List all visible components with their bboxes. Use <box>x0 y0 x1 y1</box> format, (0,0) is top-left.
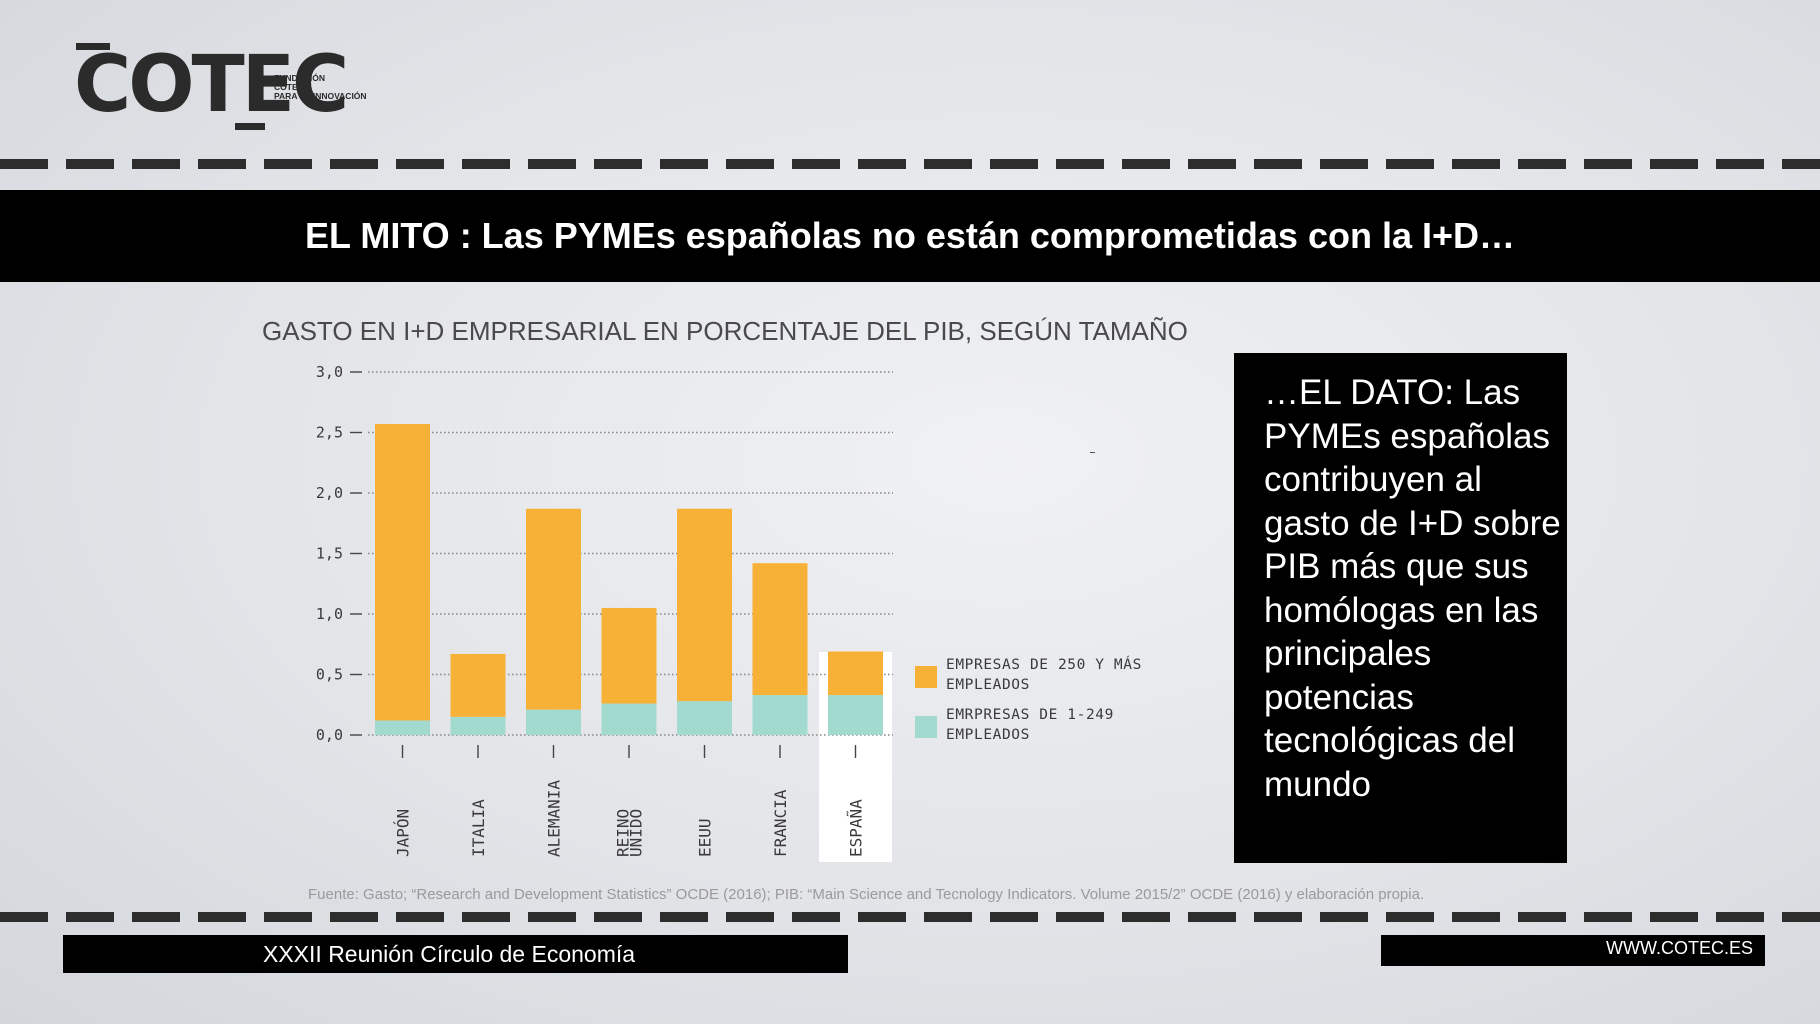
logo-subtitle: FUNDACIÓN COTEC PARA LA INNOVACIÓN <box>274 74 367 101</box>
bar-segment-large-firms <box>450 653 506 717</box>
side-note-box: …EL DATO: Las PYMEs españolas contribuye… <box>1234 353 1567 863</box>
x-category-label: JAPÓN <box>394 809 413 857</box>
y-tick-label: 0,0 <box>316 726 343 744</box>
stray-mark <box>1090 452 1095 453</box>
legend-swatch <box>915 666 937 688</box>
bar-segment-large-firms <box>677 508 732 702</box>
bar-segment-small-firms <box>526 709 581 735</box>
side-note-text: …EL DATO: Las PYMEs españolas contribuye… <box>1264 373 1561 804</box>
legend-swatch <box>915 716 937 738</box>
bar-segment-large-firms <box>601 607 657 704</box>
bar-segment-small-firms <box>601 703 657 735</box>
x-category-label: UNIDO <box>627 809 646 857</box>
x-category-label: ITALIA <box>469 799 488 857</box>
x-category-label: ESPAÑA <box>847 799 866 857</box>
logo-subtitle-line: FUNDACIÓN <box>274 73 325 83</box>
logo-subtitle-line: COTEC <box>274 82 304 92</box>
bar-segment-large-firms <box>375 424 430 721</box>
bar-segment-large-firms <box>526 508 581 710</box>
logo-wordmark: COTEC <box>74 40 349 130</box>
x-category-label: EEUU <box>696 818 715 857</box>
y-tick-label: 1,5 <box>316 545 343 563</box>
legend-label: EMRPRESAS DE 1-249 <box>946 707 1114 723</box>
footer-event-bar: XXXII Reunión Círculo de Economía <box>63 935 848 973</box>
legend-label: EMPRESAS DE 250 Y MÁS <box>946 656 1142 673</box>
x-category-label: REINO <box>614 809 633 857</box>
y-tick-label: 0,5 <box>316 666 343 684</box>
y-tick-label: 3,0 <box>316 363 343 381</box>
dashed-divider-bottom <box>0 912 1820 922</box>
stacked-bar-chart: 0,0 0,5 1,0 1,5 2,0 2,5 3,0 JAPÓN ITALIA ALEMANIA… <box>316 363 1142 862</box>
x-category-label: FRANCIA <box>771 789 790 857</box>
logo-subtitle-line: PARA LA INNOVACIÓN <box>274 91 367 101</box>
y-tick-label: 2,0 <box>316 484 343 502</box>
legend-label: EMPLEADOS <box>946 727 1030 743</box>
y-tick-label: 2,5 <box>316 424 343 442</box>
bar-segment-large-firms <box>752 563 808 696</box>
bar-segment-small-firms <box>450 716 506 735</box>
cotec-logo: COTEC FUNDACIÓN COTEC PARA LA INNOVACIÓN <box>74 40 374 135</box>
footer-url-link[interactable]: WWW.COTEC.ES <box>1606 938 1753 958</box>
bar-segment-small-firms <box>752 695 808 735</box>
bar-segment-small-firms <box>375 720 430 735</box>
chart-title: GASTO EN I+D EMPRESARIAL EN PORCENTAJE D… <box>262 316 1188 346</box>
dashed-divider-top <box>0 159 1820 169</box>
bar-segment-small-firms <box>677 701 732 735</box>
legend-label: EMPLEADOS <box>946 677 1030 693</box>
slide-title: EL MITO : Las PYMEs españolas no están c… <box>305 215 1515 256</box>
title-band: EL MITO : Las PYMEs españolas no están c… <box>0 190 1820 282</box>
logo-bar-top <box>76 43 110 50</box>
bar-segment-large-firms <box>828 651 883 696</box>
y-tick-label: 1,0 <box>316 605 343 623</box>
logo-bar-bottom <box>235 123 265 130</box>
source-note: Fuente: Gasto; “Research and Development… <box>308 886 1425 903</box>
footer-event-text: XXXII Reunión Círculo de Economía <box>263 941 636 967</box>
x-category-label: ALEMANIA <box>545 780 564 857</box>
footer-url-bar[interactable]: WWW.COTEC.ES <box>1381 935 1765 966</box>
bar-segment-small-firms <box>828 695 883 735</box>
